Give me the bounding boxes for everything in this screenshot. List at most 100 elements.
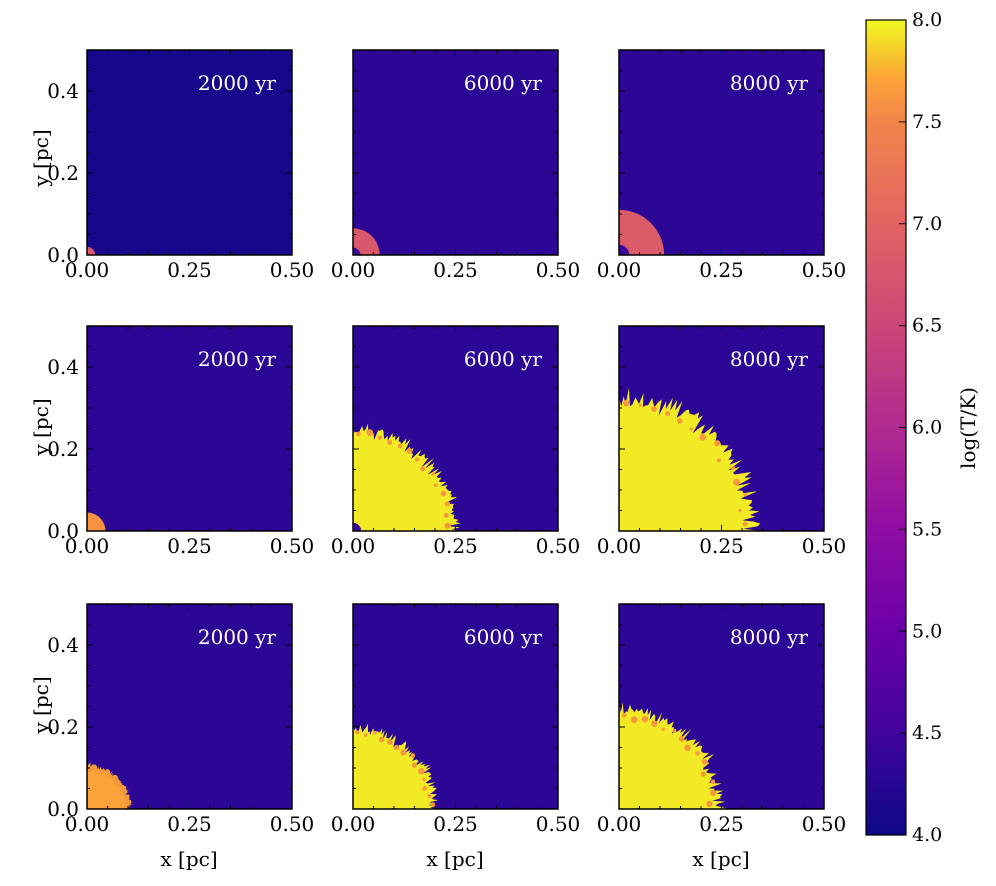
x-tick-label: 0.50 <box>270 534 315 558</box>
x-tick-label: 0.50 <box>536 534 581 558</box>
rim-filament <box>714 440 721 447</box>
background-region <box>353 50 558 255</box>
y-tick-label: 0.0 <box>47 519 79 543</box>
time-label: 2000 yr <box>198 625 277 649</box>
time-label: 8000 yr <box>730 71 809 95</box>
x-tick-label: 0.00 <box>331 258 376 282</box>
panels-layer: 0.00 0.25 0.50 0.0 0.2 0.4 2000 yr 0.00 0.25 0.50… <box>47 49 847 836</box>
panel-ticks <box>618 603 825 810</box>
colorbar-tick-label: 7.0 <box>912 213 942 235</box>
panel-ticks <box>618 49 825 256</box>
rim-filament <box>377 435 382 440</box>
rim-filament <box>443 512 449 518</box>
panel-image <box>619 326 824 531</box>
rim-filament <box>731 466 736 470</box>
rim-filament <box>387 739 393 745</box>
rim-filament <box>400 749 407 756</box>
rim-filament <box>641 716 649 723</box>
x-tick-label: 0.00 <box>597 534 642 558</box>
hot-bubble <box>353 423 461 531</box>
panel-r0-c0: 0.00 0.25 0.50 0.0 0.2 0.4 2000 yr <box>47 49 315 282</box>
panel-image <box>87 604 292 809</box>
rim-filament <box>699 434 707 441</box>
rim-filament <box>406 448 413 454</box>
rim-filament <box>684 744 691 751</box>
xlabel-col-1: x [pc] <box>426 847 483 871</box>
background-region <box>87 326 292 531</box>
y-tick-label: 0.2 <box>47 715 79 739</box>
labels-layer: y [pc] y [pc] y [pc] x [pc] x [pc] x [pc… <box>29 129 750 871</box>
colorbar: 4.0 4.5 5.0 5.5 6.0 6.5 7.0 7.5 8.0 log(T/K) <box>865 9 980 846</box>
panel-r1-c2: 0.00 0.25 0.50 8000 yr <box>597 325 847 558</box>
panel-image <box>353 604 558 809</box>
colorbar-tick-label: 4.0 <box>912 824 942 846</box>
panel-image <box>353 50 558 255</box>
rim-filament <box>710 789 717 797</box>
rim-filament <box>95 768 101 775</box>
colorbar-tick-label: 8.0 <box>912 9 942 31</box>
x-tick-label: 0.50 <box>536 812 581 836</box>
x-tick-label: 0.50 <box>802 534 847 558</box>
x-tick-label: 0.50 <box>536 258 581 282</box>
panel-r1-c1: 0.00 0.25 0.50 6000 yr <box>331 325 581 558</box>
colorbar-tick-label: 6.0 <box>912 417 942 439</box>
rim-filament <box>700 771 707 777</box>
rim-filament <box>733 478 741 486</box>
rim-filament <box>411 762 418 768</box>
colorbar-tick-label: 5.5 <box>912 518 942 540</box>
x-tick-label: 0.25 <box>433 812 478 836</box>
y-tick-label: 0.0 <box>47 243 79 267</box>
time-label: 8000 yr <box>730 347 809 371</box>
panel-image <box>619 604 824 809</box>
rim-filament <box>387 440 393 445</box>
time-label: 8000 yr <box>730 625 809 649</box>
rim-filament <box>420 466 426 472</box>
panel-ticks <box>86 49 293 256</box>
rim-filament <box>672 728 677 733</box>
ylabel-row-0: y [pc] <box>29 129 53 187</box>
x-tick-label: 0.25 <box>433 258 478 282</box>
rim-filament <box>630 716 638 723</box>
panel-ticks <box>86 603 293 810</box>
rim-filament <box>444 501 450 507</box>
rim-filament <box>123 794 130 801</box>
colorbar-tick-label: 5.0 <box>912 620 942 642</box>
colorbar-label: log(T/K) <box>956 387 980 469</box>
panel-r2-c1: 0.00 0.25 0.50 6000 yr <box>331 603 581 836</box>
rim-filament <box>366 429 374 436</box>
rim-filament <box>743 492 748 497</box>
rim-filament <box>90 764 98 771</box>
rim-filament <box>355 730 360 735</box>
y-tick-label: 0.4 <box>47 633 79 657</box>
x-tick-label: 0.00 <box>331 534 376 558</box>
panel-image <box>619 50 824 255</box>
panel-ticks <box>352 49 559 256</box>
panel-r1-c0: 0.00 0.25 0.50 0.0 0.2 0.4 2000 yr <box>47 325 315 558</box>
rim-filament <box>444 522 451 529</box>
hot-bubble <box>87 512 106 531</box>
time-label: 6000 yr <box>464 71 543 95</box>
colorbar-tick-label: 6.5 <box>912 315 942 337</box>
rim-filament <box>108 774 113 778</box>
x-tick-label: 0.50 <box>270 258 315 282</box>
y-tick-label: 0.4 <box>47 79 79 103</box>
panel-r2-c0: 0.00 0.25 0.50 0.0 0.2 0.4 2000 yr <box>47 603 314 836</box>
rim-filament <box>706 800 713 808</box>
rim-filament <box>378 736 385 743</box>
hot-bubble <box>619 209 665 255</box>
rim-filament <box>99 769 105 775</box>
rim-filament <box>125 799 132 805</box>
rim-filament <box>738 508 742 513</box>
rim-filament <box>418 767 425 775</box>
inner-cavity <box>353 247 361 255</box>
rim-filament <box>678 736 685 742</box>
x-tick-label: 0.00 <box>65 258 110 282</box>
hot-bubble <box>87 246 96 255</box>
rim-filament <box>104 769 111 775</box>
rim-filament <box>422 778 426 782</box>
rim-filament <box>661 727 665 731</box>
x-tick-label: 0.25 <box>699 534 744 558</box>
x-tick-label: 0.00 <box>65 534 110 558</box>
time-label: 6000 yr <box>464 347 543 371</box>
